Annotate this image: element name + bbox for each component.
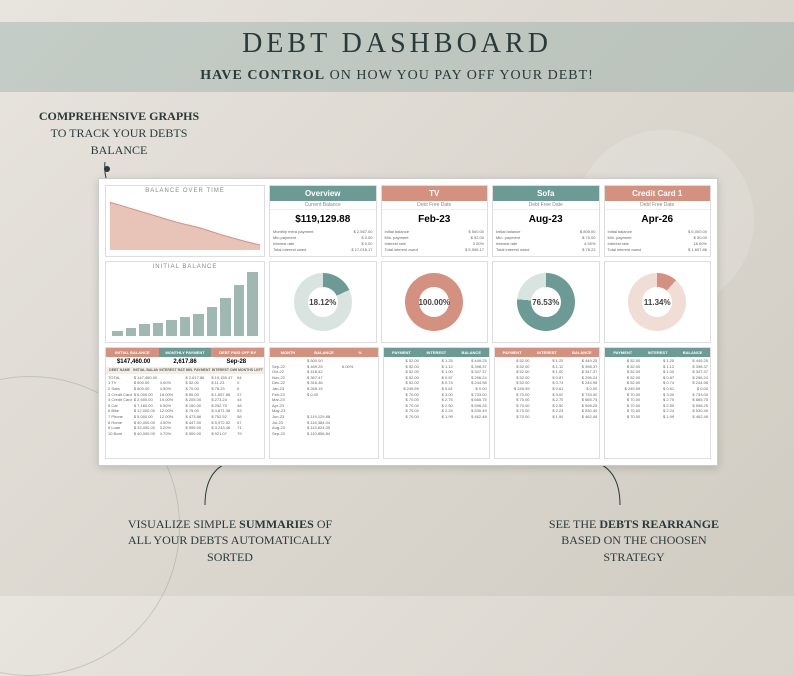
donut-cc1: 11.34% [604,261,712,343]
pay-table-1: PAYMENTINTERESTBALANCE$ 52.00$ 1.25$ 449… [383,347,490,459]
dashboard: BALANCE OVER TIME Overview Current Balan… [98,178,718,466]
balance-over-time-chart: BALANCE OVER TIME [105,185,265,257]
card-tv: TV Debt Free Date Feb-23 Initial balance… [381,185,489,257]
donut-tv: 100.00% [381,261,489,343]
month-table: MONTHBALANCE%$ 500.00Sep-22$ 469.256.00%… [269,347,379,459]
callout-rearrange: SEE THE DEBTS REARRANGE BASED ON THE CHO… [544,516,724,566]
donut-sofa: 76.53% [492,261,600,343]
callout-graphs: COMPREHENSIVE GRAPHS TO TRACK YOUR DEBTS… [34,108,204,158]
initial-balance-chart: INITIAL BALANCE [105,261,265,343]
header: DEBT DASHBOARD HAVE CONTROL ON HOW YOU P… [0,0,794,84]
summary-table: INITIAL BALANCEMONTHLY PAYMENTDEBT PAID … [105,347,265,459]
subtitle: HAVE CONTROL ON HOW YOU PAY OFF YOUR DEB… [0,68,794,84]
card-sofa: Sofa Debt Free Date Aug-23 Initial balan… [492,185,600,257]
callout-summaries: VISUALIZE SIMPLE SUMMARIES OF ALL YOUR D… [120,516,340,566]
donut-overview: 18.12% [269,261,377,343]
page-title: DEBT DASHBOARD [0,28,794,60]
card-creditcard1: Credit Card 1 Debt Free Date Apr-26 Init… [604,185,712,257]
tables-row: INITIAL BALANCEMONTHLY PAYMENTDEBT PAID … [105,347,711,459]
card-overview: Overview Current Balance $119,129.88 Mon… [269,185,377,257]
pay-table-3: PAYMENTINTERESTBALANCE$ 52.00$ 1.25$ 449… [604,347,711,459]
pay-table-2: PAYMENTINTERESTBALANCE$ 52.00$ 1.25$ 449… [494,347,601,459]
